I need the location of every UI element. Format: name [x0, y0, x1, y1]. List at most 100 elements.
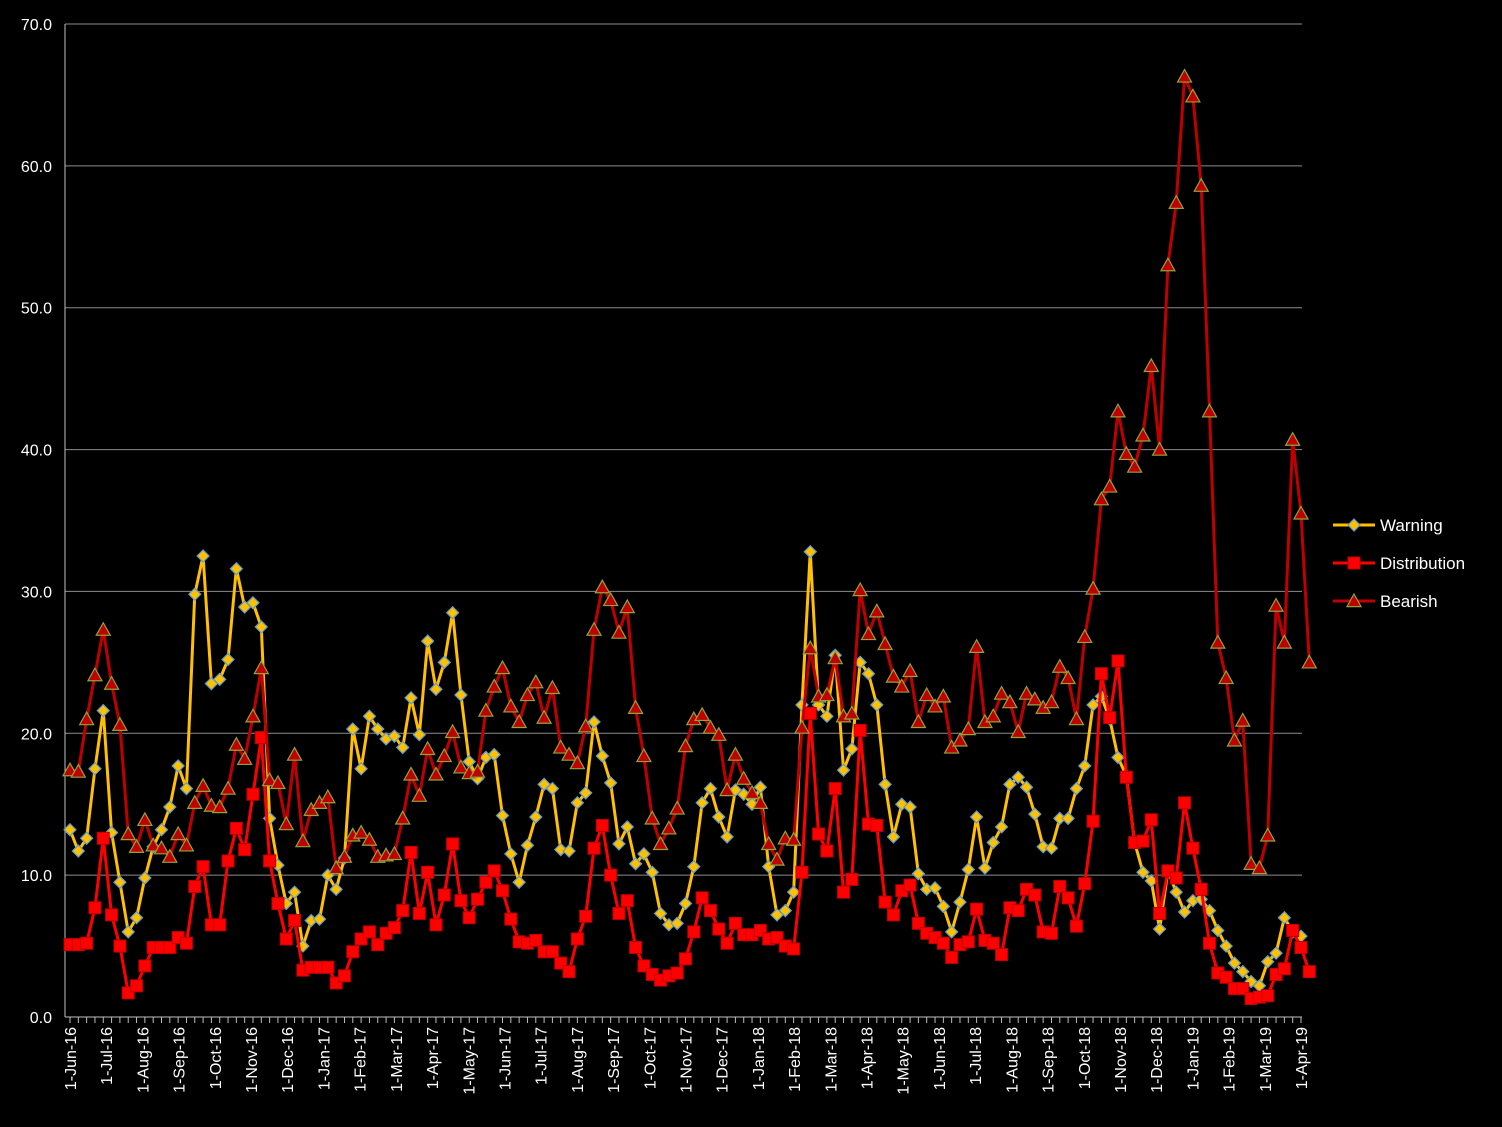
data-point-distribution — [604, 868, 618, 882]
data-point-distribution — [720, 936, 734, 950]
data-point-bearish — [1101, 478, 1118, 493]
data-point-distribution — [1178, 796, 1192, 810]
data-point-warning — [711, 810, 726, 824]
data-point-bearish — [244, 708, 262, 723]
data-point-warning — [1177, 905, 1192, 919]
data-point-warning — [63, 822, 77, 837]
data-point-distribution — [620, 894, 634, 908]
x-tick-label: 1-Jan-19 — [1185, 1027, 1202, 1090]
data-point-warning — [387, 729, 402, 743]
data-point-distribution — [1286, 923, 1300, 937]
data-point-bearish — [1184, 88, 1201, 103]
series-bearish — [61, 68, 1318, 875]
data-point-bearish — [1259, 827, 1276, 842]
x-tick-label: 1-Jun-18 — [932, 1027, 949, 1090]
legend-marker-diamond — [1347, 518, 1361, 532]
x-tick-label: 1-Jul-16 — [99, 1027, 116, 1085]
data-point-distribution — [404, 845, 418, 859]
y-axis: 0.0 10.0 20.0 30.0 40.0 50.0 60.0 70.0 — [21, 17, 66, 1027]
x-tick-label: 1-Jul-18 — [968, 1027, 985, 1085]
data-point-bearish — [1251, 859, 1268, 875]
data-point-warning — [404, 690, 418, 705]
data-point-distribution — [903, 878, 917, 892]
data-point-distribution — [454, 894, 468, 908]
x-tick-label: 1-Oct-18 — [1077, 1027, 1094, 1089]
data-point-warning — [803, 544, 818, 559]
data-point-warning — [587, 715, 601, 729]
data-point-distribution — [595, 818, 609, 832]
data-point-warning — [836, 763, 851, 778]
legend-item-warning: Warning — [1333, 516, 1443, 535]
data-point-bearish — [1051, 658, 1068, 673]
series-line-distribution — [70, 659, 1311, 1001]
data-point-bearish — [843, 705, 860, 720]
y-tick-label: 0.0 — [30, 1010, 52, 1027]
data-point-distribution — [1136, 834, 1150, 848]
data-point-distribution — [371, 938, 385, 952]
series-distribution — [63, 654, 1316, 1006]
data-point-warning — [845, 742, 859, 756]
data-point-warning — [969, 810, 984, 824]
data-point-warning — [179, 781, 194, 796]
data-point-bearish — [752, 794, 769, 809]
data-point-bearish — [178, 837, 195, 852]
data-point-bearish — [228, 736, 245, 751]
data-point-bearish — [561, 746, 578, 761]
data-point-distribution — [213, 918, 227, 932]
data-point-bearish — [652, 835, 669, 851]
data-point-warning — [88, 761, 102, 776]
data-point-bearish — [727, 746, 744, 761]
x-tick-label: 1-Dec-16 — [280, 1027, 297, 1093]
data-point-bearish — [1001, 693, 1018, 709]
data-point-distribution — [88, 901, 102, 915]
data-point-distribution — [105, 908, 119, 922]
data-point-warning — [113, 875, 127, 890]
data-point-warning — [553, 842, 568, 857]
data-point-bearish — [1209, 634, 1226, 649]
data-point-distribution — [679, 952, 692, 966]
data-point-distribution — [911, 916, 925, 930]
data-point-bearish — [278, 815, 295, 831]
data-point-distribution — [712, 922, 726, 936]
data-point-distribution — [246, 787, 260, 801]
data-point-warning — [994, 820, 1009, 834]
x-tick-label: 1-Apr-17 — [425, 1027, 442, 1089]
data-point-warning — [1235, 964, 1250, 979]
data-point-bearish — [1151, 441, 1168, 456]
data-point-warning — [720, 829, 734, 844]
data-point-bearish — [885, 668, 902, 683]
data-point-bearish — [818, 686, 835, 702]
data-point-bearish — [585, 621, 603, 636]
data-point-distribution — [179, 936, 193, 950]
data-point-distribution — [446, 837, 460, 851]
data-point-bearish — [1301, 654, 1318, 669]
data-point-bearish — [677, 737, 694, 753]
data-point-distribution — [795, 865, 809, 879]
data-point-bearish — [993, 685, 1010, 700]
data-point-warning — [911, 866, 926, 881]
data-point-bearish — [1159, 256, 1176, 272]
data-point-bearish — [768, 851, 786, 866]
data-point-distribution — [80, 936, 94, 950]
data-point-bearish — [1276, 634, 1293, 649]
data-point-warning — [96, 703, 111, 718]
x-tick-label: 1-Nov-16 — [244, 1027, 261, 1093]
data-point-warning — [445, 605, 460, 620]
data-point-bearish — [444, 723, 461, 739]
data-point-warning — [1111, 750, 1125, 765]
data-point-bearish — [719, 781, 736, 797]
data-point-bearish — [319, 788, 336, 804]
data-point-distribution — [163, 940, 177, 954]
x-tick-label: 1-May-18 — [896, 1027, 913, 1095]
data-point-distribution — [1119, 770, 1133, 784]
data-point-bearish — [195, 777, 212, 792]
data-point-bearish — [427, 766, 444, 781]
data-point-warning — [928, 881, 942, 895]
data-point-distribution — [421, 865, 435, 879]
data-point-distribution — [629, 940, 643, 954]
data-point-bearish — [1043, 693, 1060, 709]
data-point-bearish — [161, 848, 178, 863]
data-point-warning — [695, 795, 709, 810]
data-point-distribution — [471, 892, 485, 906]
